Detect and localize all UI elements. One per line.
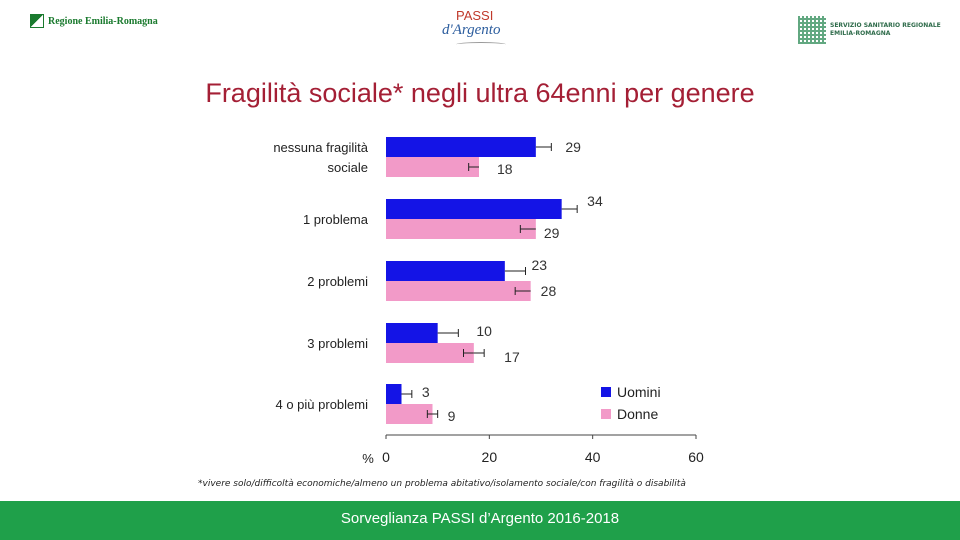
logo-swoosh-icon — [456, 42, 506, 47]
bar-uomini-4 — [386, 384, 402, 404]
logo-passi-text: PASSI — [456, 8, 494, 23]
x-tick-label: 0 — [382, 449, 390, 465]
ssr-logo-line2: EMILIA-ROMAGNA — [830, 30, 891, 37]
ssr-logo-line1: SERVIZIO SANITARIO REGIONALE — [830, 22, 941, 29]
category-label: 1 problema — [303, 212, 369, 227]
bar-uomini-3 — [386, 323, 438, 343]
passi-argento-logo: PASSI d'Argento — [440, 8, 516, 50]
bar-uomini-2 — [386, 261, 505, 281]
data-label: 3 — [422, 384, 430, 400]
category-label: 3 problemi — [307, 336, 368, 351]
bar-uomini-1 — [386, 199, 562, 219]
bar-donne-4 — [386, 404, 433, 424]
page-title: Fragilità sociale* negli ultra 64enni pe… — [205, 78, 755, 108]
legend-label: Uomini — [617, 384, 661, 400]
category-label: 2 problemi — [307, 274, 368, 289]
x-tick-label: 60 — [688, 449, 704, 465]
ssr-logo-text: SERVIZIO SANITARIO REGIONALE EMILIA-ROMA… — [830, 22, 941, 38]
x-axis-label: % — [362, 451, 374, 466]
category-label: sociale — [328, 160, 368, 175]
regione-logo: Regione Emilia-Romagna — [30, 14, 158, 28]
data-label: 29 — [565, 139, 581, 155]
data-label: 10 — [476, 323, 492, 339]
bar-donne-1 — [386, 219, 536, 239]
ssr-grid-icon — [798, 16, 826, 44]
legend-label: Donne — [617, 406, 658, 422]
bar-donne-3 — [386, 343, 474, 363]
data-label: 17 — [504, 349, 520, 365]
bar-donne-0 — [386, 157, 479, 177]
data-label: 23 — [532, 257, 548, 273]
ssr-logo: SERVIZIO SANITARIO REGIONALE EMILIA-ROMA… — [798, 16, 941, 44]
legend-swatch-uomini — [601, 387, 611, 397]
data-label: 18 — [497, 161, 513, 177]
logo-argento-text: d'Argento — [442, 22, 501, 38]
regione-flag-icon — [30, 14, 44, 28]
footer-bar: Sorveglianza PASSI d’Argento 2016-2018 — [0, 501, 960, 540]
x-tick-label: 20 — [482, 449, 498, 465]
data-label: 29 — [544, 225, 560, 241]
data-label: 34 — [587, 193, 603, 209]
category-label: nessuna fragilità — [273, 140, 368, 155]
data-label: 28 — [541, 283, 557, 299]
bar-donne-2 — [386, 281, 531, 301]
regione-logo-text: Regione Emilia-Romagna — [48, 15, 158, 27]
legend-swatch-donne — [601, 409, 611, 419]
bar-chart: 29 34 23 10 3 18 29 28 17 9 nessuna fragilità socia… — [273, 137, 704, 466]
x-tick-label: 40 — [585, 449, 601, 465]
bar-uomini-0 — [386, 137, 536, 157]
data-label: 9 — [448, 408, 456, 424]
footnote: *vivere solo/difficoltà economiche/almen… — [198, 479, 686, 489]
category-label: 4 o più problemi — [276, 397, 369, 412]
